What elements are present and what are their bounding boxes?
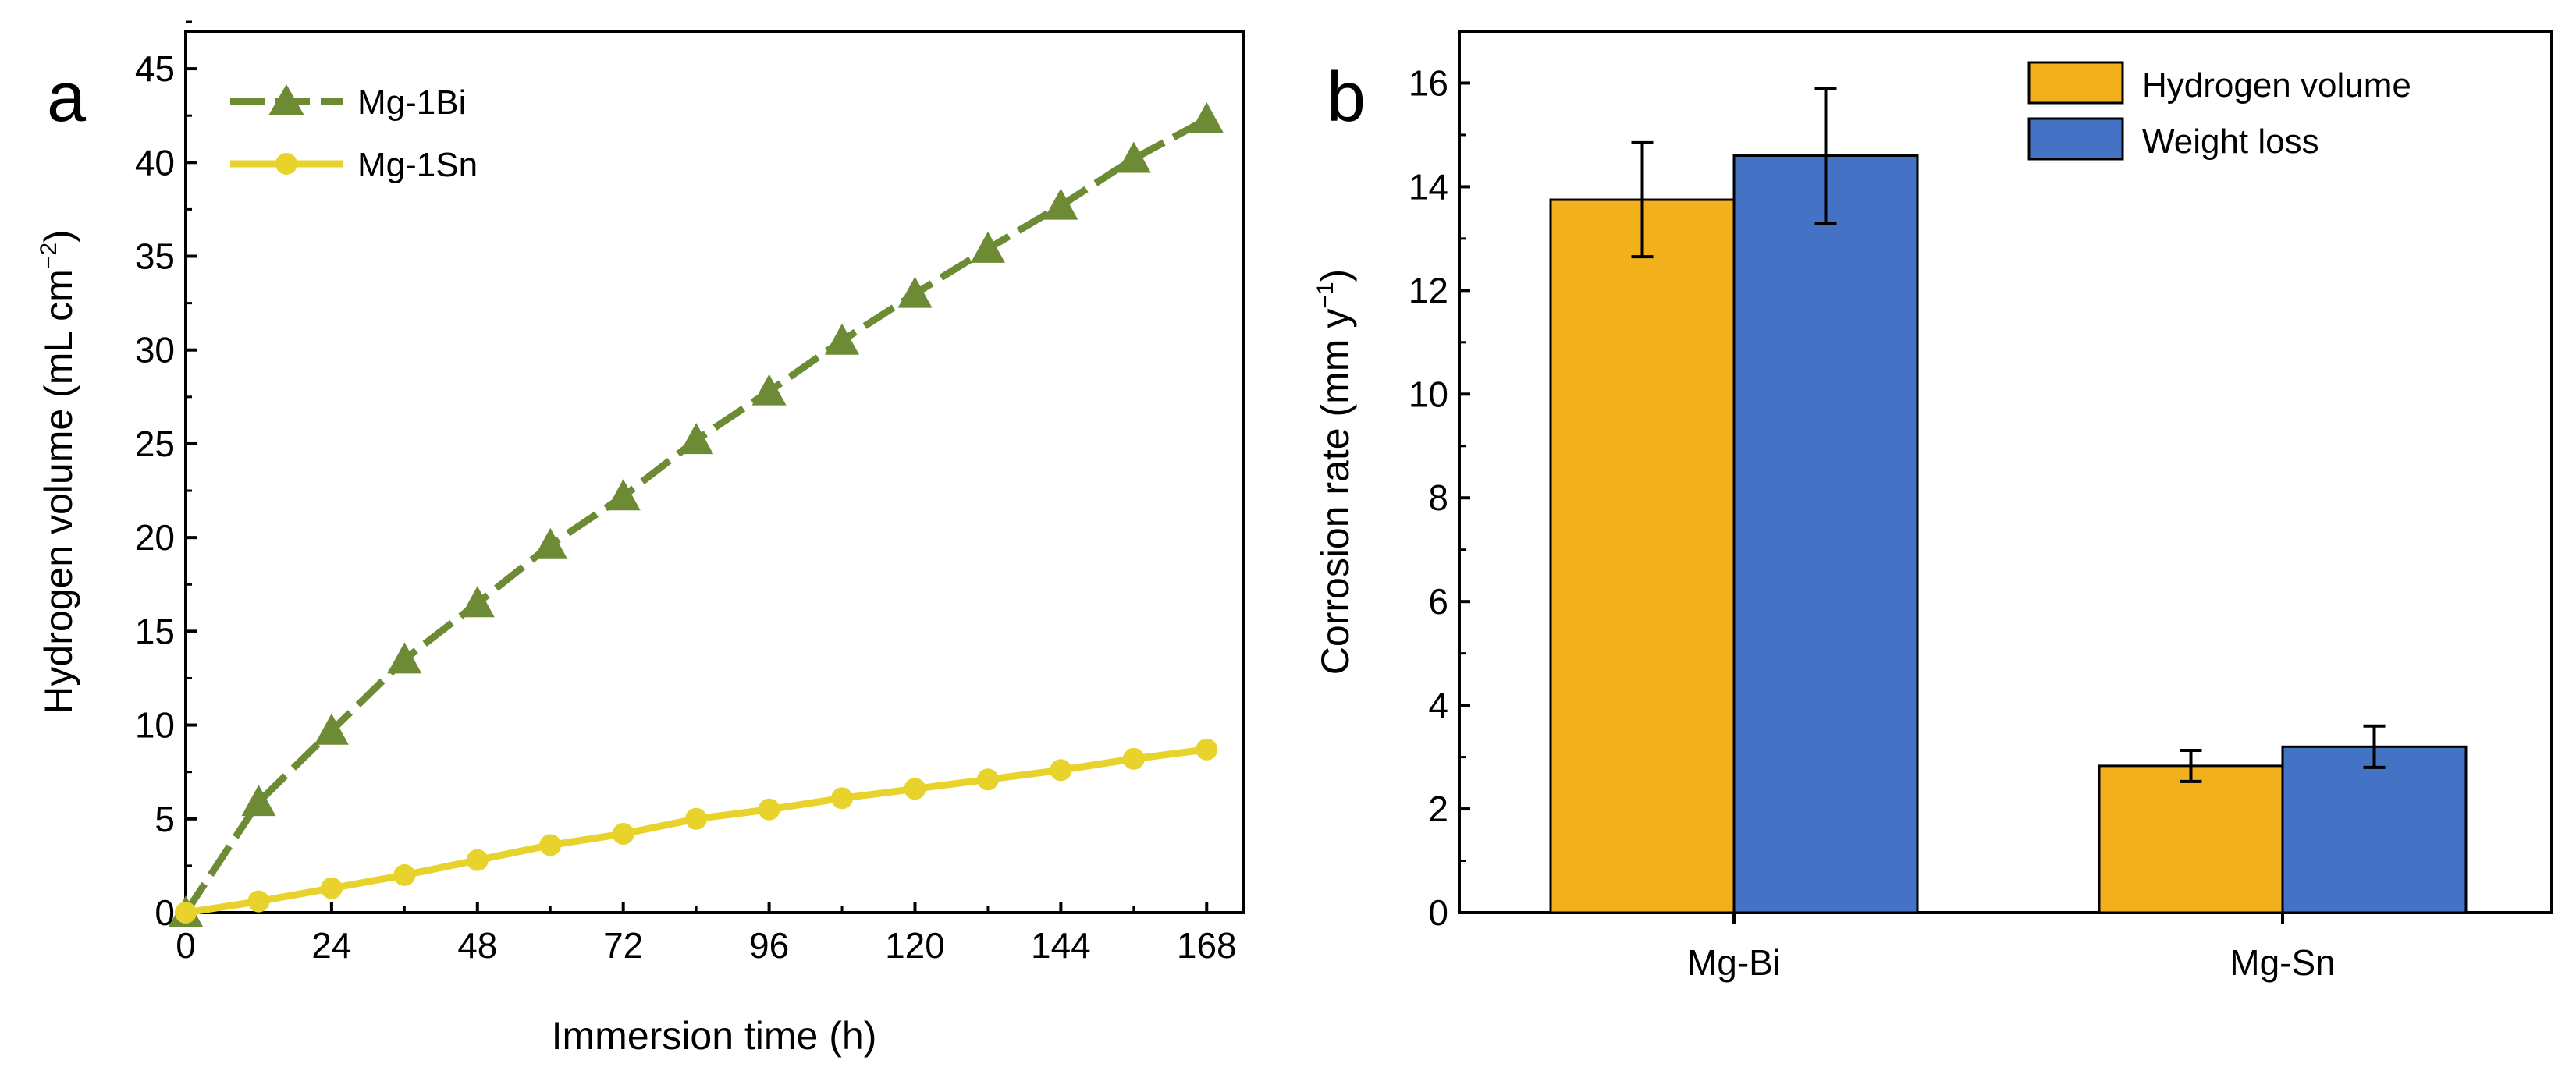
panel-a-legend: Mg-1Bi Mg-1Sn	[230, 83, 478, 184]
legend-marker-triangle	[268, 84, 304, 115]
panel-b-y-ticks: 0 2 4 6 8 10 12 14 16	[1409, 30, 1470, 933]
legend-swatch-weight-loss	[2027, 117, 2124, 161]
y-tick-label-40: 40	[135, 142, 175, 183]
data-point-mg-1sn-144	[1050, 759, 1072, 782]
y-tick-label-0: 0	[155, 892, 175, 933]
data-point-mg-1bi-156	[1116, 141, 1151, 173]
x-tick-label-168: 168	[1177, 925, 1237, 966]
data-point-mg-1sn-60	[539, 834, 562, 856]
bar-mg-bi-hydrogen-volume	[1549, 198, 1736, 914]
data-point-mg-1sn-120	[904, 778, 926, 800]
bar-mg-sn-weight-loss	[2281, 745, 2468, 914]
data-point-mg-1sn-132	[976, 768, 999, 791]
legend-marker-circle	[275, 153, 297, 175]
data-point-mg-1sn-96	[758, 798, 780, 821]
y-tick-label-8: 8	[1428, 477, 1448, 518]
series-line-mg-1bi	[183, 116, 1209, 915]
y-tick-label-2: 2	[1428, 789, 1448, 829]
x-tick-label-120: 120	[885, 925, 945, 966]
data-point-mg-1bi-36	[387, 642, 422, 674]
panel-b-bars	[1549, 87, 2468, 914]
panel-b-letter: b	[1327, 59, 1366, 137]
x-tick-label-96: 96	[749, 925, 789, 966]
data-point-mg-1sn-48	[466, 849, 489, 871]
legend-item-hydrogen-volume: Hydrogen volume	[2027, 61, 2411, 105]
y-tick-label-35: 35	[135, 236, 175, 277]
data-point-mg-1bi-84	[679, 423, 714, 455]
y-tick-label-14: 14	[1409, 166, 1448, 207]
x-tick-label-72: 72	[603, 925, 643, 966]
data-point-mg-1bi-168	[1189, 102, 1224, 133]
y-tick-label-5: 5	[155, 799, 175, 839]
data-point-mg-1bi-108	[825, 323, 860, 355]
data-point-mg-1bi-120	[897, 276, 933, 308]
panel-b-x-categories: Mg-Bi Mg-Sn	[1687, 913, 2336, 983]
panel-a-plot-frame	[184, 30, 1245, 914]
data-point-mg-1bi-144	[1043, 188, 1078, 220]
data-point-mg-1sn-84	[685, 807, 708, 830]
y-tick-label-15: 15	[135, 611, 175, 651]
y-tick-label-6: 6	[1428, 581, 1448, 622]
data-point-mg-1sn-36	[393, 863, 416, 886]
data-point-mg-1sn-24	[320, 877, 343, 899]
panel-a-x-ticks: 0 24 48 72 96 120 144 168	[176, 902, 1237, 966]
data-point-mg-1bi-72	[606, 479, 641, 511]
panel-b-plot-frame	[1458, 30, 2553, 914]
data-point-mg-1sn-0	[175, 902, 197, 924]
x-category-label-mg-bi: Mg-Bi	[1687, 942, 1781, 983]
data-point-mg-1sn-168	[1196, 738, 1218, 761]
panel-a-x-axis-title: Immersion time (h)	[552, 1014, 877, 1058]
x-category-label-mg-sn: Mg-Sn	[2230, 942, 2335, 983]
x-tick-label-0: 0	[176, 925, 196, 966]
y-tick-label-0: 0	[1428, 892, 1448, 933]
panel-a-series	[169, 102, 1224, 927]
data-point-mg-1bi-24	[314, 713, 349, 745]
legend-item-mg-1bi: Mg-1Bi	[230, 83, 466, 122]
data-point-mg-1sn-72	[612, 823, 634, 846]
panel-a-y-axis-title: Hydrogen volume (mL cm−2)	[36, 229, 80, 714]
data-point-mg-1sn-12	[247, 890, 270, 913]
data-point-mg-1bi-12	[241, 785, 276, 817]
legend-label-weight-loss: Weight loss	[2142, 122, 2319, 161]
data-point-mg-1bi-60	[533, 527, 568, 559]
y-tick-label-45: 45	[135, 48, 175, 89]
data-point-mg-1bi-96	[751, 374, 787, 406]
data-point-mg-1sn-108	[831, 787, 854, 810]
data-point-mg-1sn-156	[1122, 747, 1145, 770]
y-tick-label-25: 25	[135, 424, 175, 464]
panel-b-legend: Hydrogen volume Weight loss	[2027, 61, 2411, 161]
y-tick-label-10: 10	[135, 705, 175, 746]
panel-a-letter: a	[47, 59, 87, 137]
legend-label-mg-1bi: Mg-1Bi	[357, 83, 466, 122]
legend-swatch-hydrogen-volume	[2027, 61, 2124, 105]
data-point-mg-1bi-48	[460, 586, 495, 618]
legend-item-mg-1sn: Mg-1Sn	[230, 146, 478, 184]
panel-b-bar-chart: b 0 2 4 6 8 10 12 14 16 Mg-Bi Mg-Sn Corrosion rat…	[1313, 30, 2553, 983]
y-tick-label-4: 4	[1428, 685, 1448, 725]
y-tick-label-10: 10	[1409, 374, 1448, 414]
panel-b-y-axis-title: Corrosion rate (mm y−1)	[1313, 269, 1357, 675]
y-tick-label-16: 16	[1409, 62, 1448, 103]
data-point-mg-1bi-132	[970, 231, 1005, 263]
x-tick-label-24: 24	[311, 925, 351, 966]
y-tick-label-12: 12	[1409, 270, 1448, 310]
x-tick-label-144: 144	[1031, 925, 1091, 966]
x-tick-label-48: 48	[457, 925, 497, 966]
legend-item-weight-loss: Weight loss	[2027, 117, 2319, 161]
bar-mg-bi-weight-loss	[1732, 154, 1919, 914]
legend-label-hydrogen-volume: Hydrogen volume	[2142, 66, 2411, 105]
bar-mg-sn-hydrogen-volume	[2098, 764, 2284, 914]
y-tick-label-20: 20	[135, 517, 175, 558]
legend-label-mg-1sn: Mg-1Sn	[357, 146, 478, 184]
panel-a-y-ticks: 0 5 10 15 20 25 30 35 40 45	[135, 20, 197, 933]
y-tick-label-30: 30	[135, 330, 175, 371]
